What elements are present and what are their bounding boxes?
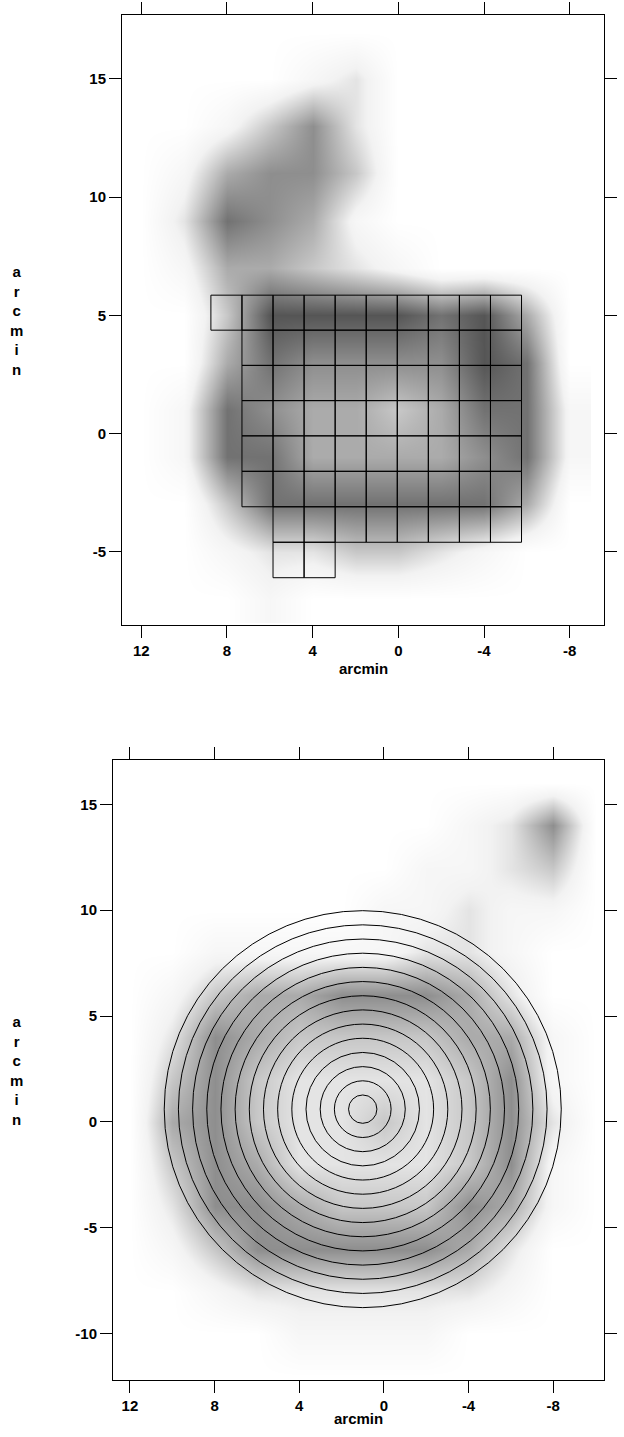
svg-text:0: 0	[89, 1113, 97, 1130]
svg-text:4: 4	[295, 1397, 304, 1414]
svg-text:5: 5	[89, 1007, 97, 1024]
svg-text:arcmin: arcmin	[10, 263, 23, 378]
svg-text:10: 10	[80, 901, 97, 918]
svg-text:0: 0	[394, 642, 402, 659]
svg-text:arcmin: arcmin	[334, 1410, 383, 1427]
svg-text:8: 8	[223, 642, 231, 659]
svg-text:10: 10	[89, 188, 106, 205]
svg-text:-10: -10	[75, 1325, 97, 1342]
svg-text:arcmin: arcmin	[339, 660, 388, 677]
svg-text:-4: -4	[462, 1397, 476, 1414]
svg-text:0: 0	[380, 1397, 388, 1414]
svg-text:15: 15	[80, 796, 97, 813]
svg-text:0: 0	[98, 425, 106, 442]
svg-text:5: 5	[98, 307, 106, 324]
svg-text:-5: -5	[84, 1219, 97, 1236]
svg-text:4: 4	[308, 642, 317, 659]
svg-text:-8: -8	[547, 1397, 560, 1414]
svg-text:-5: -5	[93, 543, 106, 560]
svg-text:12: 12	[122, 1397, 139, 1414]
svg-text:arcmin: arcmin	[10, 1013, 23, 1128]
svg-text:8: 8	[210, 1397, 218, 1414]
svg-text:12: 12	[133, 642, 150, 659]
svg-text:-4: -4	[477, 642, 491, 659]
svg-text:15: 15	[89, 70, 106, 87]
svg-text:-8: -8	[563, 642, 576, 659]
